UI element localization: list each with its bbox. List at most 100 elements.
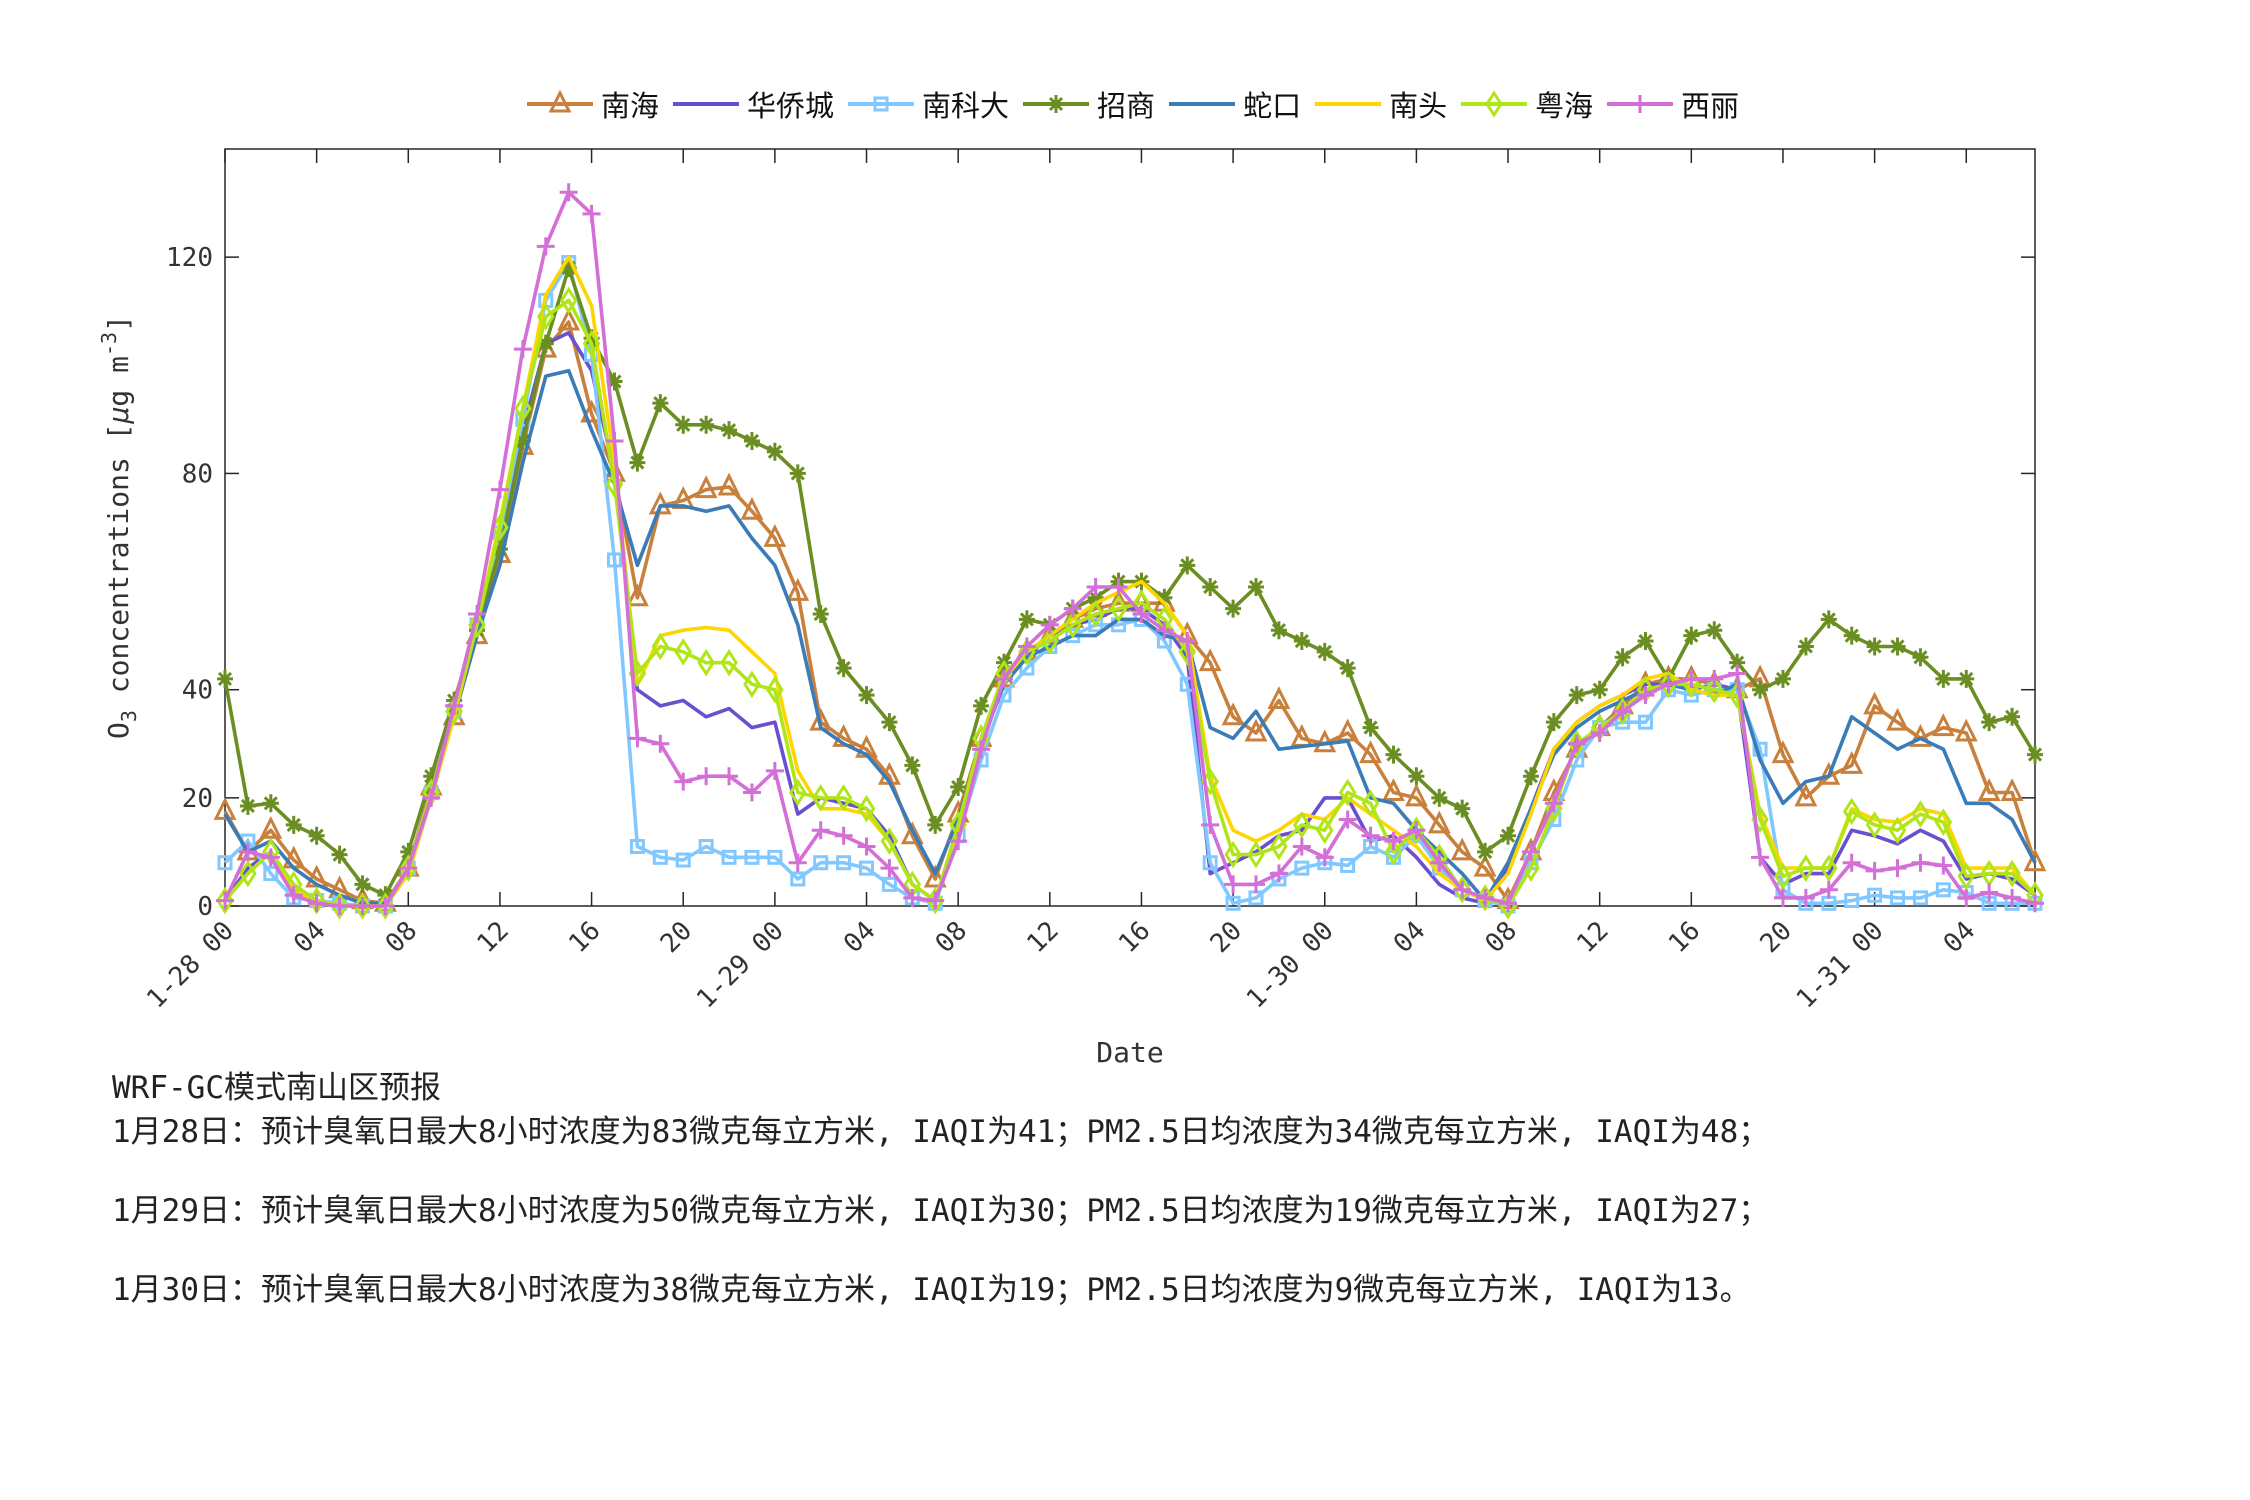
data-point <box>1018 610 1035 629</box>
data-point <box>559 183 578 202</box>
legend-swatch <box>527 89 593 113</box>
data-point <box>1427 810 1451 834</box>
data-point <box>789 464 806 483</box>
data-point <box>674 638 693 666</box>
data-point <box>445 696 464 715</box>
forecast-line-jan30: 1月30日：预计臭氧日最大8小时浓度为38微克每立方米, IAQI为19；PM2… <box>112 1272 1751 1308</box>
data-point <box>1407 821 1426 840</box>
data-point <box>1293 632 1310 651</box>
data-point <box>717 472 741 496</box>
data-point <box>1086 600 1105 628</box>
series-line <box>223 368 2037 906</box>
data-point <box>1774 862 1792 891</box>
data-point <box>376 897 395 915</box>
data-point <box>1659 670 1678 699</box>
data-point <box>1361 826 1380 845</box>
legend-label: 南海 <box>601 89 660 123</box>
data-point <box>1796 888 1815 907</box>
x-tick-label: 04 <box>288 916 331 959</box>
data-point <box>1774 669 1791 688</box>
data-point <box>1453 880 1472 899</box>
legend-item: 华侨城 <box>671 83 834 125</box>
x-tick-label: 04 <box>1938 916 1981 959</box>
x-tick-label: 1-29 00 <box>691 916 790 1015</box>
data-point <box>1247 875 1266 894</box>
data-point <box>949 832 968 851</box>
data-point <box>625 583 649 607</box>
data-point <box>1844 893 1860 909</box>
data-point <box>1316 642 1333 661</box>
data-point <box>950 778 967 797</box>
data-point <box>1751 848 1770 867</box>
data-point <box>536 302 555 331</box>
data-point <box>1293 811 1311 839</box>
data-point <box>836 855 852 871</box>
data-point <box>1431 788 1448 807</box>
data-point <box>1294 860 1310 876</box>
data-point <box>2027 745 2043 764</box>
data-point <box>744 849 760 865</box>
series-0 <box>213 307 2047 912</box>
data-point <box>1384 838 1403 866</box>
data-point <box>354 875 371 894</box>
data-point <box>880 827 899 855</box>
data-point <box>1244 718 1268 742</box>
y-label-sup: -3 <box>97 332 121 356</box>
data-point <box>606 552 622 568</box>
data-point <box>284 886 303 905</box>
data-point <box>353 897 372 915</box>
data-point <box>1179 556 1196 575</box>
data-point <box>698 839 714 855</box>
data-point <box>1934 808 1953 836</box>
data-point <box>330 892 349 920</box>
data-point <box>880 859 899 878</box>
data-point <box>790 871 806 887</box>
data-point <box>1384 832 1403 851</box>
data-point <box>721 421 738 440</box>
data-point <box>1315 848 1334 867</box>
x-tick-label: 12 <box>472 916 515 959</box>
legend-label: 西丽 <box>1681 89 1740 123</box>
data-point <box>1247 840 1265 869</box>
data-point <box>1500 826 1517 845</box>
legend-swatch <box>1461 90 1528 118</box>
data-point <box>1225 599 1242 618</box>
data-point <box>1637 632 1654 651</box>
y-tick-label: 80 <box>182 459 213 489</box>
data-point <box>694 475 718 499</box>
data-point <box>1270 832 1288 861</box>
x-tick-label: 1-31 00 <box>1791 916 1890 1015</box>
legend-label: 南科大 <box>922 89 1010 123</box>
data-point <box>766 675 784 704</box>
data-point <box>697 767 716 786</box>
x-tick-label: 04 <box>838 916 881 959</box>
data-point <box>789 778 807 807</box>
data-point <box>423 767 440 786</box>
data-point <box>923 864 947 888</box>
data-point <box>1202 577 1219 596</box>
data-point <box>262 794 279 813</box>
legend-marker <box>1048 95 1065 113</box>
data-point <box>1224 875 1243 894</box>
data-point <box>582 204 601 223</box>
data-point <box>1340 857 1356 873</box>
data-point <box>811 821 830 840</box>
data-point <box>813 855 829 871</box>
legend-swatch <box>848 96 915 112</box>
data-point <box>514 394 532 423</box>
data-point <box>238 842 257 861</box>
forecast-notes: WRF-GC模式南山区预报 1月28日：预计臭氧日最大8小时浓度为83微克每立方… <box>112 1066 1769 1347</box>
data-point <box>1981 713 1998 732</box>
data-point <box>1843 626 1860 645</box>
x-tick-label: 08 <box>1480 916 1523 959</box>
data-point <box>2023 848 2047 872</box>
legend-item: 南海 <box>525 83 659 125</box>
data-point <box>1156 588 1173 607</box>
data-point <box>468 611 486 639</box>
data-point <box>834 784 853 812</box>
data-point <box>697 648 715 677</box>
data-point <box>2026 894 2044 913</box>
legend-marker <box>1485 90 1503 118</box>
